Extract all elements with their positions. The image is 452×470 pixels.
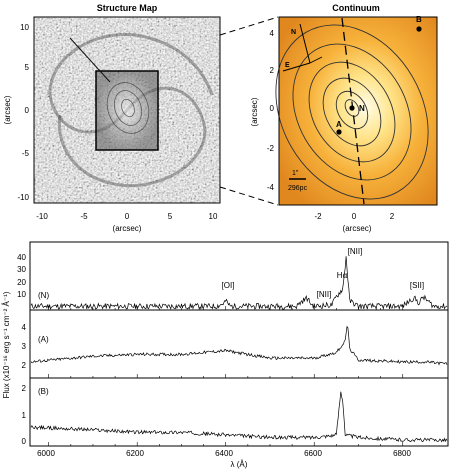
structure-map-ylabel: (arcsec) [3,95,12,124]
tick-label: 6600 [304,449,322,458]
nucleus-label: N [359,104,365,113]
spectra-xlabel: λ (Å) [231,460,248,469]
continuum-contours [275,24,429,200]
spectrum-n-frame [29,241,449,311]
tick-label: 0 [270,104,275,113]
spectrum-layer [30,256,448,446]
tick-label: 40 [17,253,26,262]
continuum-frame [278,16,438,206]
structure-map-frame [33,16,221,204]
tick-label: 10 [17,290,26,299]
compass-north-label: N [291,29,296,36]
tick-label: 4 [270,29,275,38]
spectrum-b-frame [29,377,449,447]
position-a-marker [336,129,342,135]
tick-label: -5 [80,212,88,221]
spectrum-a-label: (A) [38,335,49,344]
structure-map-title: Structure Map [97,3,158,13]
position-b-marker [416,26,422,32]
spectra-x-ticks: 6000 6200 6400 6600 6800 [37,449,411,458]
spectrum-a-line [30,325,448,366]
structure-map-nuclear-rings [106,82,150,134]
tick-label: 0 [125,212,130,221]
tick-label: 2 [390,212,395,221]
tick-label: -4 [267,183,275,192]
tick-label: 0 [352,212,357,221]
tick-label: 2 [270,66,275,75]
structure-map-zoom-box [95,70,159,151]
tick-label: 0 [25,106,30,115]
tick-label: 10 [209,212,218,221]
tick-label: 10 [20,23,29,32]
line-label-oi: [OI] [222,281,235,290]
tick-label: 6000 [37,449,55,458]
spectrum-b-label: (B) [38,387,49,396]
tick-label: 20 [17,278,26,287]
tick-label: 6800 [393,449,411,458]
nucleus-marker [349,105,355,111]
tick-label: -2 [267,144,275,153]
position-a-label: A [336,120,342,129]
structure-map-panel: Structure Map -10 -5 0 5 10 10 5 0 -5 -1… [3,3,221,233]
position-b-label: B [416,15,422,24]
tick-label: -2 [314,212,322,221]
continuum-x-ticks: -2 0 2 [314,212,394,221]
continuum-y-ticks: 4 2 0 -2 -4 [267,29,275,192]
compass-east-label: E [285,62,290,69]
structure-map-x-ticks: -10 -5 0 5 10 [36,212,218,221]
tick-label: 3 [22,342,27,351]
spectra: (N) (A) (B) 40 30 20 10 4 3 2 2 1 0 [OI]… [2,241,449,469]
scale-bar: 1" 296pc [288,170,308,192]
spectrum-b-line [30,391,448,443]
tick-label: 6200 [126,449,144,458]
tick-label: 30 [17,265,26,274]
compass: N E [282,23,323,72]
line-label-halpha: Hα [337,271,348,280]
structure-map-xlabel: (arcsec) [113,224,142,233]
structure-map-y-ticks: 10 5 0 -5 -10 [17,23,29,202]
spectra-ylabel: Flux (x10⁻¹⁶ erg s⁻¹ cm⁻² Å⁻¹) [2,291,11,398]
continuum-image [279,17,437,205]
tick-label: -5 [22,149,30,158]
zoom-connector-bottom [219,186,279,206]
line-label-nii-6583: [NII] [348,247,363,256]
line-label-nii-6548: [NII] [317,290,332,299]
structure-map-pointer [69,37,111,83]
tick-label: -10 [36,212,48,221]
tick-label: 5 [25,63,30,72]
continuum-panel: Continuum N E N A B 1" 296pc [250,3,438,233]
spectrum-a-frame [29,309,449,379]
continuum-title: Continuum [332,3,380,13]
tick-label: 5 [168,212,173,221]
tick-label: -10 [17,193,29,202]
spiral-structure [48,32,214,188]
tick-label: 2 [22,361,27,370]
tick-label: 0 [22,437,27,446]
tick-label: 4 [22,323,27,332]
spectrum-n-line [30,256,448,311]
tick-label: 1 [22,411,27,420]
spectrum-a-y-ticks: 4 3 2 [22,323,27,370]
zoom-connector-top [219,16,279,36]
slit-position [341,17,365,205]
continuum-ylabel: (arcsec) [250,97,259,126]
continuum-xlabel: (arcsec) [343,224,372,233]
spectrum-b-y-ticks: 2 1 0 [22,384,27,446]
tick-label: 6400 [215,449,233,458]
spectrum-n-label: (N) [38,291,49,300]
scale-bar-angle: 1" [292,170,299,177]
spectrum-n-y-ticks: 40 30 20 10 [17,253,26,299]
line-label-sii: [SII] [410,281,424,290]
tick-label: 2 [22,384,27,393]
scale-bar-distance: 296pc [288,185,308,192]
